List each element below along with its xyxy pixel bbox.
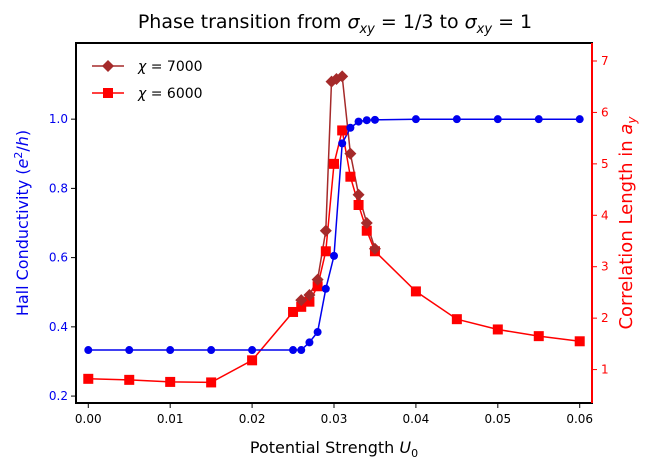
- data-point-chi6000: [492, 324, 503, 335]
- legend-marker-chi6000: [103, 88, 113, 98]
- plot-markers: [83, 70, 585, 388]
- data-point-hall: [575, 115, 584, 124]
- data-point-chi6000: [206, 377, 217, 388]
- data-point-hall: [305, 338, 314, 347]
- series-line-chi7000: [300, 75, 376, 301]
- left-y-axis-label: Hall Conductivity (e2/h): [12, 130, 32, 316]
- data-point-chi6000: [574, 336, 585, 347]
- data-point-chi6000: [329, 158, 339, 169]
- data-point-hall: [354, 117, 363, 126]
- data-point-chi7000: [295, 294, 308, 307]
- data-point-hall: [248, 346, 257, 355]
- x-tick-label: 0.01: [157, 412, 184, 426]
- y-right-tick-label: 1: [601, 363, 609, 377]
- series-line-hall: [88, 118, 580, 351]
- data-point-chi6000: [451, 314, 462, 325]
- data-point-chi6000: [320, 246, 331, 257]
- data-point-hall: [166, 346, 175, 355]
- data-point-hall: [452, 115, 461, 124]
- data-point-chi6000: [361, 225, 372, 236]
- left-y-axis-ticks: 0.2 0.4 0.6 0.8 1.0: [49, 112, 76, 403]
- y-right-tick-label: 6: [601, 105, 609, 119]
- data-point-chi6000: [345, 171, 356, 182]
- y-right-tick-label: 5: [601, 157, 609, 171]
- data-point-hall: [125, 346, 134, 355]
- data-point-chi6000: [312, 281, 323, 292]
- data-point-chi6000: [533, 331, 544, 342]
- data-point-chi7000: [336, 70, 349, 83]
- x-axis-label: Potential Strength U0: [250, 438, 418, 460]
- data-point-chi7000: [360, 217, 373, 229]
- legend-label-chi7000: χ = 7000: [137, 59, 203, 75]
- y-right-tick-label: 7: [601, 54, 609, 68]
- data-point-hall: [289, 346, 298, 355]
- data-point-chi6000: [165, 376, 176, 387]
- data-point-hall: [370, 115, 379, 124]
- data-point-hall: [534, 115, 543, 124]
- data-point-chi6000: [288, 306, 299, 317]
- data-point-hall: [321, 284, 330, 293]
- legend: χ = 7000 χ = 6000: [92, 59, 203, 102]
- data-point-hall: [207, 346, 216, 355]
- right-y-axis-ticks: 1 2 3 4 5 6 7: [592, 54, 609, 377]
- data-point-chi7000: [303, 289, 316, 301]
- data-point-hall: [346, 123, 355, 132]
- data-point-chi7000: [344, 147, 357, 160]
- data-point-chi7000: [311, 273, 324, 286]
- y-right-tick-label: 4: [601, 208, 609, 222]
- data-point-chi6000: [124, 374, 135, 385]
- x-tick-label: 0.05: [484, 412, 511, 426]
- y-left-tick-label: 0.8: [49, 181, 68, 195]
- data-point-hall: [411, 115, 420, 124]
- legend-label-chi6000: χ = 6000: [137, 86, 203, 102]
- data-point-hall: [313, 328, 322, 337]
- data-point-chi6000: [296, 301, 307, 312]
- chart-title: Phase transition from σxy = 1/3 to σxy =…: [138, 11, 532, 37]
- legend-marker-chi7000: [102, 60, 114, 72]
- data-point-chi6000: [247, 355, 258, 366]
- data-point-chi6000: [83, 373, 94, 384]
- y-left-tick-label: 0.2: [49, 389, 68, 403]
- data-point-chi6000: [337, 125, 348, 136]
- x-tick-label: 0.06: [566, 412, 593, 426]
- data-point-chi6000: [304, 296, 315, 307]
- data-point-hall: [297, 346, 306, 355]
- y-left-tick-label: 0.6: [49, 251, 68, 265]
- data-point-chi7000: [368, 242, 381, 255]
- plot-lines: [88, 75, 580, 384]
- y-left-tick-label: 0.4: [49, 320, 68, 334]
- data-point-hall: [84, 346, 93, 355]
- right-y-axis-label: Correlation Length in ay: [616, 116, 639, 330]
- data-point-hall: [493, 115, 502, 124]
- y-right-tick-label: 2: [601, 311, 609, 325]
- x-tick-label: 0.03: [321, 412, 348, 426]
- data-point-chi7000: [319, 224, 332, 237]
- x-tick-label: 0.04: [403, 412, 430, 426]
- data-point-hall: [362, 116, 371, 125]
- y-right-tick-label: 3: [601, 260, 609, 274]
- x-tick-label: 0.02: [239, 412, 266, 426]
- data-point-hall: [338, 139, 347, 148]
- x-tick-label: 0.00: [75, 412, 102, 426]
- data-point-hall: [330, 251, 338, 260]
- data-point-chi6000: [410, 286, 421, 297]
- y-left-tick-label: 1.0: [49, 112, 68, 126]
- data-point-chi7000: [352, 188, 365, 201]
- x-axis-ticks: 0.00 0.01 0.02 0.03 0.04 0.05 0.06: [75, 403, 593, 426]
- data-point-chi6000: [353, 200, 364, 210]
